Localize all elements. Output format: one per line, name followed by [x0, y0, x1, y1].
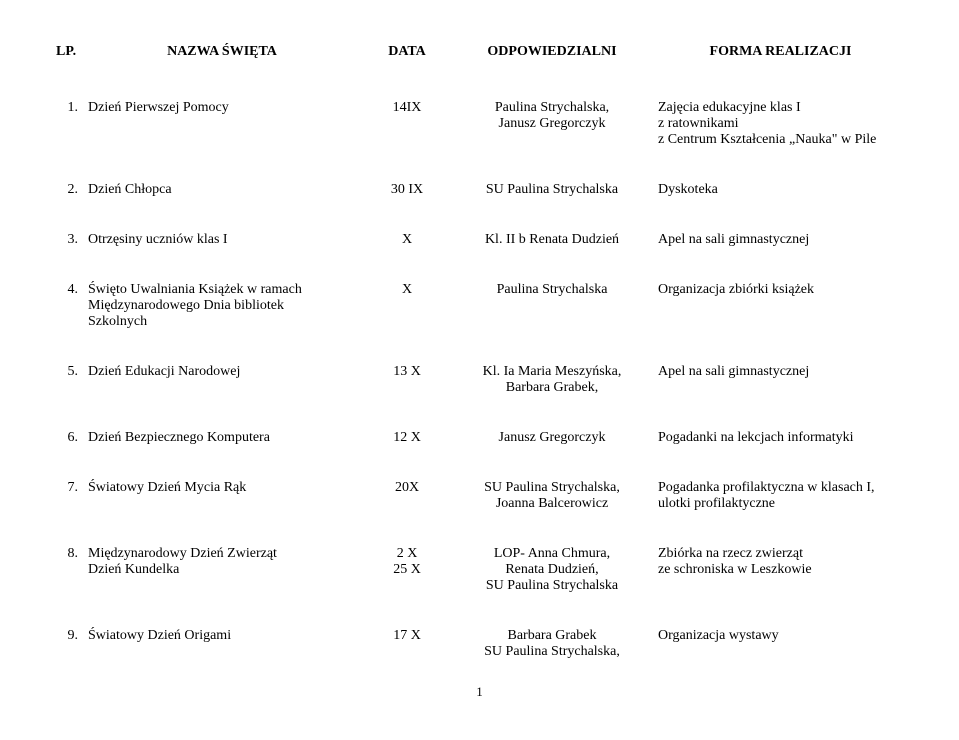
- cell-resp: LOP- Anna Chmura, Renata Dudzień, SU Pau…: [452, 542, 652, 598]
- cell-date: 14IX: [362, 96, 452, 152]
- cell-name: Otrzęsiny uczniów klas I: [82, 228, 362, 252]
- cell-lp: 7.: [50, 476, 82, 516]
- cell-lp: 2.: [50, 178, 82, 202]
- header-lp: LP.: [50, 40, 82, 70]
- header-date: DATA: [362, 40, 452, 70]
- cell-date: 17 X: [362, 624, 452, 664]
- cell-date: 20X: [362, 476, 452, 516]
- cell-form: Organizacja wystawy: [652, 624, 909, 664]
- table-row: 8.Międzynarodowy Dzień Zwierząt Dzień Ku…: [50, 542, 909, 598]
- table-row: 2.Dzień Chłopca30 IXSU Paulina Strychals…: [50, 178, 909, 202]
- cell-form: Organizacja zbiórki książek: [652, 278, 909, 334]
- cell-name: Święto Uwalniania Książek w ramach Międz…: [82, 278, 362, 334]
- cell-form: Pogadanki na lekcjach informatyki: [652, 426, 909, 450]
- header-resp: ODPOWIEDZIALNI: [452, 40, 652, 70]
- cell-date: 2 X 25 X: [362, 542, 452, 598]
- header-name: NAZWA ŚWIĘTA: [82, 40, 362, 70]
- cell-date: 30 IX: [362, 178, 452, 202]
- cell-name: Międzynarodowy Dzień Zwierząt Dzień Kund…: [82, 542, 362, 598]
- cell-resp: SU Paulina Strychalska, Joanna Balcerowi…: [452, 476, 652, 516]
- cell-name: Dzień Pierwszej Pomocy: [82, 96, 362, 152]
- table-row: 1.Dzień Pierwszej Pomocy14IXPaulina Stry…: [50, 96, 909, 152]
- cell-form: Zbiórka na rzecz zwierząt ze schroniska …: [652, 542, 909, 598]
- header-row: LP. NAZWA ŚWIĘTA DATA ODPOWIEDZIALNI FOR…: [50, 40, 909, 70]
- cell-form: Zajęcia edukacyjne klas I z ratownikami …: [652, 96, 909, 152]
- cell-name: Światowy Dzień Mycia Rąk: [82, 476, 362, 516]
- cell-resp: Janusz Gregorczyk: [452, 426, 652, 450]
- cell-form: Dyskoteka: [652, 178, 909, 202]
- cell-date: X: [362, 278, 452, 334]
- cell-resp: SU Paulina Strychalska: [452, 178, 652, 202]
- cell-name: Dzień Edukacji Narodowej: [82, 360, 362, 400]
- cell-resp: Kl. Ia Maria Meszyńska, Barbara Grabek,: [452, 360, 652, 400]
- cell-lp: 8.: [50, 542, 82, 598]
- cell-lp: 4.: [50, 278, 82, 334]
- cell-lp: 9.: [50, 624, 82, 664]
- table-row: 4.Święto Uwalniania Książek w ramach Mię…: [50, 278, 909, 334]
- table-row: 7.Światowy Dzień Mycia Rąk20XSU Paulina …: [50, 476, 909, 516]
- cell-resp: Paulina Strychalska, Janusz Gregorczyk: [452, 96, 652, 152]
- page-number: 1: [50, 684, 909, 700]
- table-row: 3.Otrzęsiny uczniów klas IXKl. II b Rena…: [50, 228, 909, 252]
- cell-date: 13 X: [362, 360, 452, 400]
- cell-lp: 3.: [50, 228, 82, 252]
- cell-date: 12 X: [362, 426, 452, 450]
- cell-name: Dzień Bezpiecznego Komputera: [82, 426, 362, 450]
- cell-resp: Barbara Grabek SU Paulina Strychalska,: [452, 624, 652, 664]
- cell-resp: Kl. II b Renata Dudzień: [452, 228, 652, 252]
- cell-name: Światowy Dzień Origami: [82, 624, 362, 664]
- table-row: 9.Światowy Dzień Origami17 XBarbara Grab…: [50, 624, 909, 664]
- table-row: 5.Dzień Edukacji Narodowej13 XKl. Ia Mar…: [50, 360, 909, 400]
- cell-lp: 1.: [50, 96, 82, 152]
- cell-lp: 6.: [50, 426, 82, 450]
- header-form: FORMA REALIZACJI: [652, 40, 909, 70]
- table-row: 6.Dzień Bezpiecznego Komputera12 XJanusz…: [50, 426, 909, 450]
- cell-form: Apel na sali gimnastycznej: [652, 228, 909, 252]
- cell-name: Dzień Chłopca: [82, 178, 362, 202]
- cell-form: Apel na sali gimnastycznej: [652, 360, 909, 400]
- cell-form: Pogadanka profilaktyczna w klasach I, ul…: [652, 476, 909, 516]
- schedule-table: LP. NAZWA ŚWIĘTA DATA ODPOWIEDZIALNI FOR…: [50, 40, 909, 664]
- cell-resp: Paulina Strychalska: [452, 278, 652, 334]
- cell-lp: 5.: [50, 360, 82, 400]
- cell-date: X: [362, 228, 452, 252]
